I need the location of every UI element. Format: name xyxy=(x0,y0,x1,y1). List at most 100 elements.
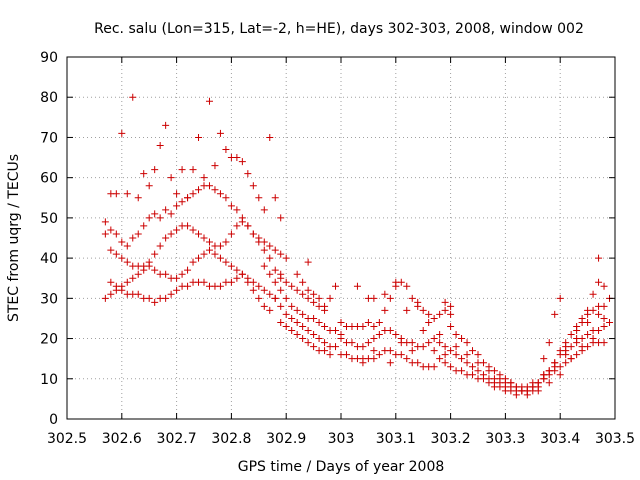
data-point xyxy=(556,371,564,379)
data-point xyxy=(129,274,137,282)
data-point xyxy=(173,226,181,234)
data-point xyxy=(381,290,389,298)
data-point xyxy=(211,250,219,258)
data-point xyxy=(386,347,394,355)
data-point xyxy=(134,290,142,298)
data-point xyxy=(134,270,142,278)
data-point xyxy=(134,194,142,202)
data-point xyxy=(408,339,416,347)
data-point xyxy=(474,359,482,367)
x-tick-label: 302.7 xyxy=(157,431,197,447)
data-point xyxy=(584,306,592,314)
data-point xyxy=(293,286,301,294)
y-tick-label: 20 xyxy=(40,332,58,348)
data-point xyxy=(233,222,241,230)
data-point xyxy=(578,343,586,351)
data-point xyxy=(469,347,477,355)
data-point xyxy=(282,294,290,302)
data-point xyxy=(595,310,603,318)
data-point xyxy=(101,294,109,302)
data-point xyxy=(551,363,559,371)
data-point xyxy=(469,371,477,379)
data-point xyxy=(310,290,318,298)
data-point xyxy=(359,359,367,367)
data-point xyxy=(370,355,378,363)
data-point xyxy=(271,194,279,202)
data-point xyxy=(233,266,241,274)
x-tick-label: 302.9 xyxy=(266,431,306,447)
data-point xyxy=(447,310,455,318)
data-point xyxy=(205,182,213,190)
data-point xyxy=(129,93,137,101)
data-point xyxy=(321,347,329,355)
data-point xyxy=(370,294,378,302)
data-point xyxy=(123,242,131,250)
data-point xyxy=(556,347,564,355)
data-point xyxy=(441,343,449,351)
x-axis-label: GPS time / Days of year 2008 xyxy=(238,459,445,475)
data-point xyxy=(342,351,350,359)
data-point xyxy=(512,391,520,399)
data-point xyxy=(299,322,307,330)
data-point xyxy=(386,359,394,367)
data-point xyxy=(458,367,466,375)
data-point xyxy=(145,262,153,270)
data-point xyxy=(189,258,197,266)
data-point xyxy=(107,290,115,298)
data-point xyxy=(249,182,257,190)
data-point xyxy=(162,121,170,129)
data-point xyxy=(249,286,257,294)
data-point xyxy=(118,238,126,246)
data-point xyxy=(205,238,213,246)
data-point xyxy=(277,250,285,258)
data-point xyxy=(299,278,307,286)
x-tick-label: 303.1 xyxy=(376,431,416,447)
data-point xyxy=(556,294,564,302)
data-point xyxy=(310,331,318,339)
data-point xyxy=(282,278,290,286)
data-point xyxy=(315,294,323,302)
data-point xyxy=(436,355,444,363)
data-point xyxy=(195,230,203,238)
data-point xyxy=(397,351,405,359)
data-point xyxy=(436,331,444,339)
data-point xyxy=(167,230,175,238)
data-point xyxy=(501,387,509,395)
data-point xyxy=(222,258,230,266)
data-point xyxy=(540,355,548,363)
data-point xyxy=(589,335,597,343)
data-point xyxy=(167,210,175,218)
data-point xyxy=(216,282,224,290)
data-point xyxy=(441,351,449,359)
data-point xyxy=(403,306,411,314)
data-point xyxy=(540,371,548,379)
data-point xyxy=(184,282,192,290)
data-point xyxy=(326,351,334,359)
data-point xyxy=(216,190,224,198)
data-point xyxy=(419,327,427,335)
data-point xyxy=(195,133,203,141)
data-point xyxy=(293,331,301,339)
data-point xyxy=(485,367,493,375)
data-point xyxy=(282,254,290,262)
y-tick-label: 30 xyxy=(40,291,58,307)
data-point xyxy=(474,351,482,359)
data-point xyxy=(364,339,372,347)
data-point xyxy=(233,206,241,214)
data-point xyxy=(441,359,449,367)
data-point xyxy=(211,186,219,194)
data-points xyxy=(101,93,614,399)
data-point xyxy=(447,347,455,355)
data-point xyxy=(600,314,608,322)
data-point xyxy=(490,383,498,391)
data-point xyxy=(430,363,438,371)
data-point xyxy=(600,339,608,347)
data-point xyxy=(447,363,455,371)
data-point xyxy=(573,351,581,359)
data-point xyxy=(222,238,230,246)
data-point xyxy=(545,367,553,375)
data-point xyxy=(271,266,279,274)
data-point xyxy=(403,282,411,290)
data-point xyxy=(425,318,433,326)
data-point xyxy=(479,371,487,379)
